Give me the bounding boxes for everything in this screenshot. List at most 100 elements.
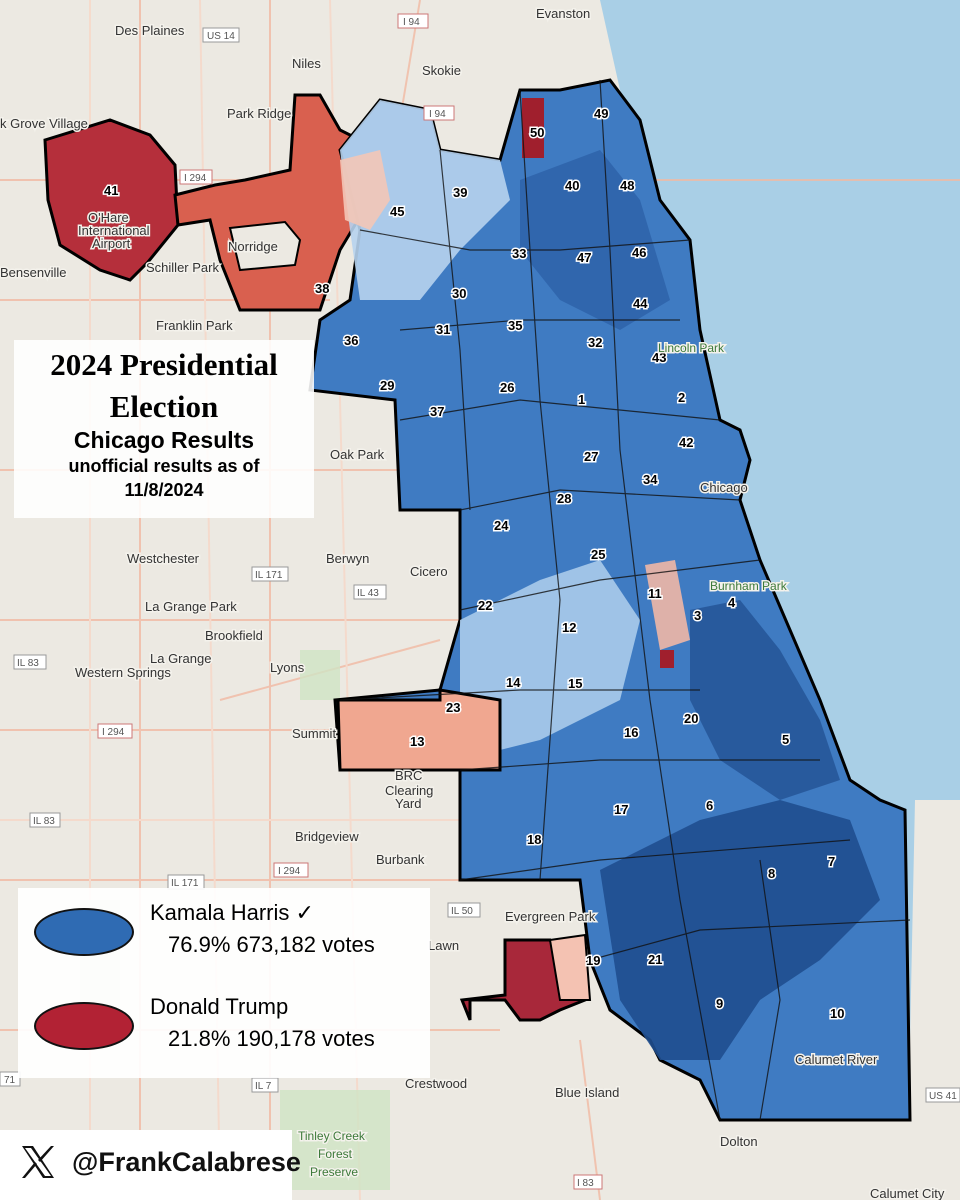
norridge-hole xyxy=(228,220,302,272)
x-logo-icon[interactable] xyxy=(18,1142,58,1182)
svg-text:IL 83: IL 83 xyxy=(33,816,55,827)
svg-text:I 94: I 94 xyxy=(429,109,446,120)
legend-swatch-trump xyxy=(34,1002,134,1050)
place-tinley-3: Preserve xyxy=(310,1165,358,1179)
ward-label-31: 31 xyxy=(436,322,450,337)
place-summit: Summit xyxy=(292,726,336,741)
place-niles: Niles xyxy=(292,56,321,71)
ward-label-23: 23 xyxy=(446,700,460,715)
place-des-plaines: Des Plaines xyxy=(115,23,185,38)
place-brookfield: Brookfield xyxy=(205,628,263,643)
place-lincoln-park: Lincoln Park xyxy=(658,341,725,355)
ward-labels: 41 50 49 40 48 39 45 33 47 46 38 30 44 3… xyxy=(103,105,846,1023)
ward-label-26: 26 xyxy=(500,380,514,395)
place-oak-park: Oak Park xyxy=(330,447,385,462)
ward-label-11: 11 xyxy=(648,586,662,601)
ward-label-27: 27 xyxy=(584,449,598,464)
ward-label-36: 36 xyxy=(344,333,358,348)
ward-label-29: 29 xyxy=(380,378,394,393)
ward-50-red-area xyxy=(522,98,544,158)
ward-label-2: 2 xyxy=(678,390,685,405)
ward-boundaries xyxy=(339,79,911,1121)
credit-bar: @FrankCalabrese xyxy=(0,1130,301,1200)
title-line-5: 11/8/2024 xyxy=(124,480,204,500)
place-schiller-park: Schiller Park xyxy=(146,260,219,275)
ward-label-44: 44 xyxy=(633,296,648,311)
place-calumet-river: Calumet River xyxy=(795,1052,878,1067)
place-calumet-city: Calumet City xyxy=(870,1186,945,1200)
ward-label-48: 48 xyxy=(620,178,634,193)
legend-stat-trump: 21.8% 190,178 votes xyxy=(168,1026,375,1051)
title-line-2: Election xyxy=(109,389,219,424)
ward-label-3: 3 xyxy=(694,608,701,623)
svg-text:I 294: I 294 xyxy=(278,866,301,877)
place-clearing: Clearing xyxy=(385,783,433,798)
place-western-springs: Western Springs xyxy=(75,665,171,680)
ward-label-40: 40 xyxy=(565,178,579,193)
place-la-grange-park: La Grange Park xyxy=(145,599,237,614)
ward-label-4: 4 xyxy=(728,595,736,610)
ward-label-22: 22 xyxy=(478,598,492,613)
title-line-3: Chicago Results xyxy=(73,427,255,453)
ward-label-7: 7 xyxy=(828,854,835,869)
ward-label-5: 5 xyxy=(782,732,789,747)
place-ohare-3: Airport xyxy=(92,236,131,251)
ward-label-47: 47 xyxy=(577,250,591,265)
title-line-4: unofficial results as of xyxy=(68,456,260,476)
svg-text:I 294: I 294 xyxy=(184,173,207,184)
title-box: 2024 Presidential Election Chicago Resul… xyxy=(14,340,314,518)
credit-handle[interactable]: @FrankCalabrese xyxy=(72,1147,301,1177)
place-burnham-park: Burnham Park xyxy=(710,579,788,593)
ward-11-red-area xyxy=(660,650,674,668)
ward-label-21: 21 xyxy=(648,952,662,967)
ward-label-1: 1 xyxy=(578,392,585,407)
road-shields: I 94 US 14 I 94 I 294 IL 171 IL 43 IL 83… xyxy=(0,13,960,1190)
mid-blue-north xyxy=(520,150,670,330)
light-blue-northwest xyxy=(340,100,510,300)
ward-label-28: 28 xyxy=(557,491,571,506)
place-crestwood: Crestwood xyxy=(405,1076,467,1091)
legend-swatch-harris xyxy=(34,908,134,956)
place-yard: Yard xyxy=(395,796,422,811)
ward-label-32: 32 xyxy=(588,335,602,350)
ward-label-14: 14 xyxy=(506,675,521,690)
place-elk-grove: k Grove Village xyxy=(0,116,88,131)
ward-label-39: 39 xyxy=(453,185,467,200)
svg-text:US 14: US 14 xyxy=(207,31,235,42)
light-blue-southwest xyxy=(460,560,640,760)
ward-label-10: 10 xyxy=(830,1006,844,1021)
legend-name-harris: Kamala Harris ✓ xyxy=(150,900,314,925)
svg-text:US 41: US 41 xyxy=(929,1091,957,1102)
ward-label-13: 13 xyxy=(410,734,424,749)
legend-stat-harris: 76.9% 673,182 votes xyxy=(168,932,375,957)
ward-label-6: 6 xyxy=(706,798,713,813)
legend: Kamala Harris ✓ 76.9% 673,182 votes Dona… xyxy=(18,888,430,1078)
place-bensenville: Bensenville xyxy=(0,265,67,280)
ward-11-light-area xyxy=(645,560,690,650)
svg-text:IL 43: IL 43 xyxy=(357,588,379,599)
place-evergreen-park: Evergreen Park xyxy=(505,909,596,924)
place-park-ridge: Park Ridge xyxy=(227,106,291,121)
ward-label-38: 38 xyxy=(315,281,329,296)
place-tinley-1: Tinley Creek xyxy=(298,1129,366,1143)
place-blue-island: Blue Island xyxy=(555,1085,619,1100)
svg-text:IL 171: IL 171 xyxy=(255,570,283,581)
dark-blue-lakefront xyxy=(690,600,840,800)
place-lyons: Lyons xyxy=(270,660,305,675)
ward-label-34: 34 xyxy=(643,472,658,487)
ward-19-light-area xyxy=(548,933,592,1001)
ward-label-41: 41 xyxy=(104,183,118,198)
place-chicago: Chicago xyxy=(700,480,748,495)
ward-label-9: 9 xyxy=(716,996,723,1011)
ward-label-33: 33 xyxy=(512,246,526,261)
svg-text:I 83: I 83 xyxy=(577,1178,594,1189)
place-dolton: Dolton xyxy=(720,1134,758,1149)
ward-label-19: 19 xyxy=(586,953,600,968)
place-brc: BRC xyxy=(395,768,422,783)
ward-label-16: 16 xyxy=(624,725,638,740)
ward-label-20: 20 xyxy=(684,711,698,726)
ward-45-light-area xyxy=(340,150,390,230)
ward-label-45: 45 xyxy=(390,204,404,219)
title-line-1: 2024 Presidential xyxy=(50,347,278,382)
ward-label-8: 8 xyxy=(768,866,775,881)
